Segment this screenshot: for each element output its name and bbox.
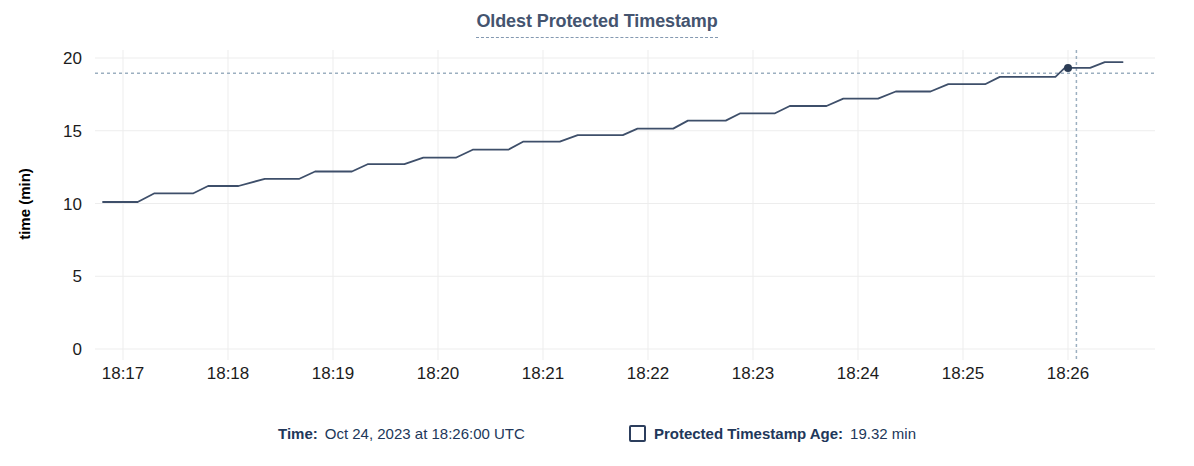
y-axis-title: time (min): [16, 168, 33, 240]
x-tick-label: 18:23: [732, 364, 775, 383]
y-tick-label: 10: [63, 195, 82, 214]
legend-series-group: Protected Timestamp Age: 19.32 min: [629, 425, 916, 442]
x-tick-label: 18:22: [627, 364, 670, 383]
y-tick-label: 15: [63, 122, 82, 141]
legend-time-value: Oct 24, 2023 at 18:26:00 UTC: [325, 425, 525, 442]
x-tick-label: 18:20: [417, 364, 460, 383]
chart-legend: Time: Oct 24, 2023 at 18:26:00 UTC Prote…: [0, 421, 1194, 445]
legend-time-label: Time:: [278, 425, 318, 442]
hover-point-dot: [1064, 64, 1072, 72]
chart-title[interactable]: Oldest Protected Timestamp: [476, 11, 717, 38]
x-tick-label: 18:19: [312, 364, 355, 383]
timeseries-chart-plot[interactable]: 18:17 18:18 18:19 18:20 18:21 18:22 18:23 18:24…: [0, 0, 1194, 466]
x-tick-label: 18:21: [522, 364, 565, 383]
x-tick-label: 18:26: [1047, 364, 1090, 383]
legend-series-checkbox-icon[interactable]: [629, 425, 646, 442]
y-tick-label: 20: [63, 49, 82, 68]
chart-title-row: Oldest Protected Timestamp: [0, 11, 1194, 38]
x-tick-label: 18:18: [207, 364, 250, 383]
x-tick-label: 18:17: [102, 364, 145, 383]
protected-timestamp-age-line: [103, 62, 1123, 202]
y-tick-label: 5: [73, 267, 82, 286]
legend-series-label: Protected Timestamp Age:: [654, 425, 843, 442]
legend-series-value: 19.32 min: [850, 425, 916, 442]
x-tick-label: 18:25: [942, 364, 985, 383]
x-tick-label: 18:24: [837, 364, 880, 383]
y-tick-label: 0: [73, 340, 82, 359]
